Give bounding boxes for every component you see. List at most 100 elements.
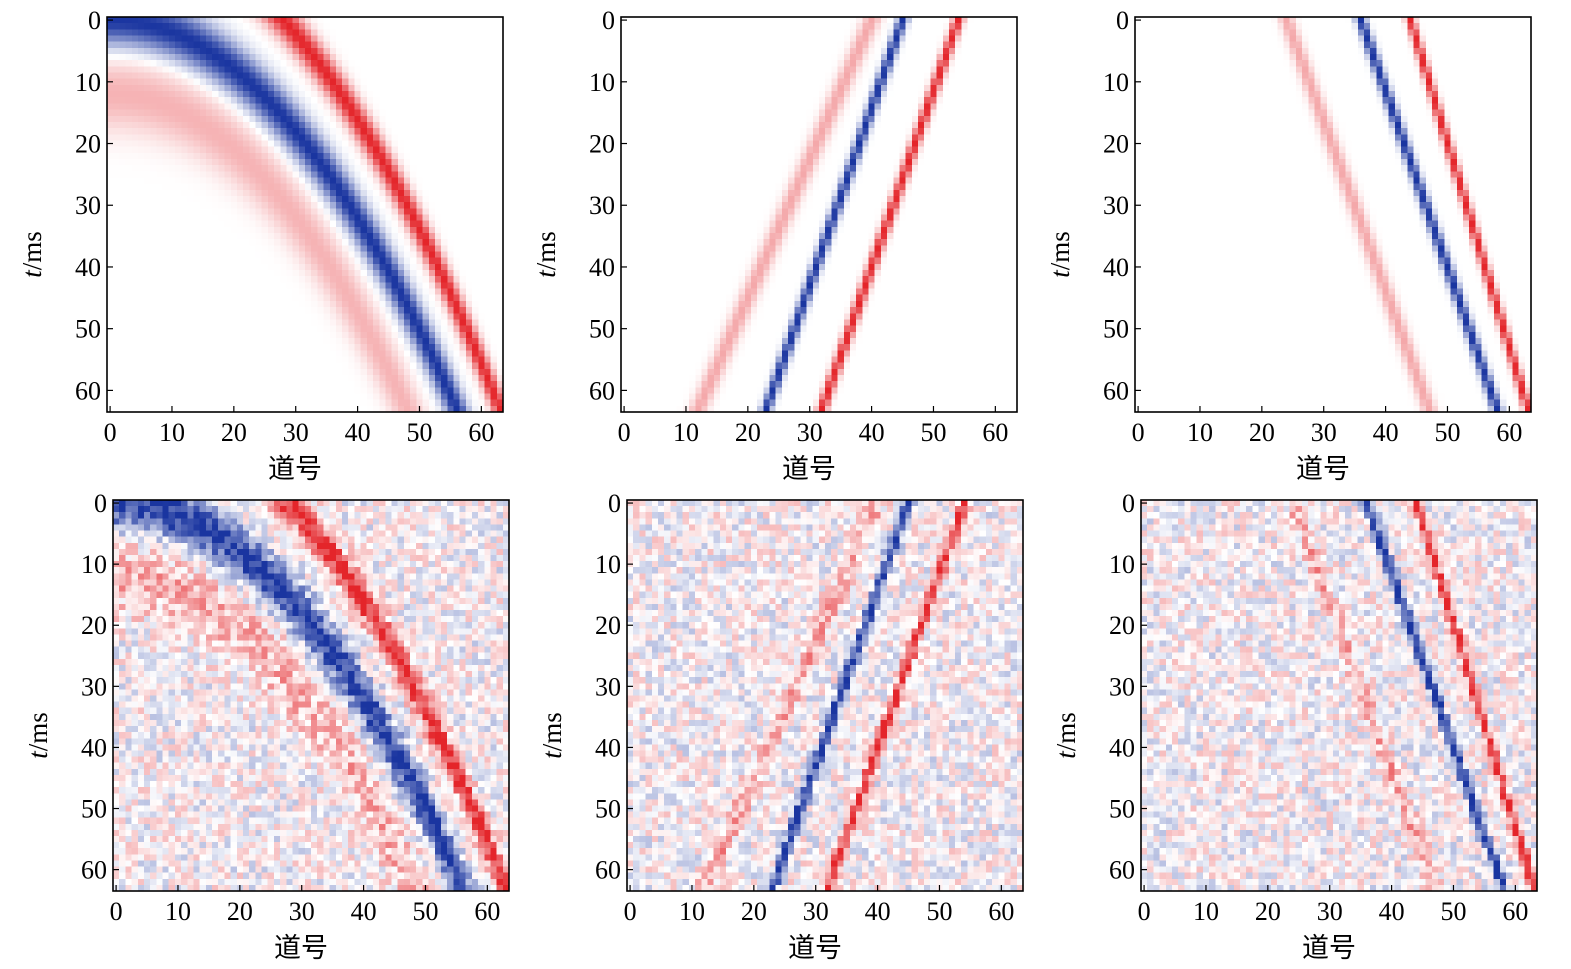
heatmap-cell (218, 97, 225, 104)
heatmap-cell (132, 202, 139, 209)
heatmap-cell (194, 147, 201, 154)
heatmap-cell (175, 381, 182, 388)
heatmap-cell (305, 319, 312, 326)
heatmap-cell (157, 202, 164, 209)
heatmap-cell (212, 171, 219, 178)
heatmap-cell (336, 42, 343, 49)
heatmap-cell (330, 85, 337, 92)
heatmap-cell (268, 221, 275, 228)
heatmap-cell (311, 208, 318, 215)
heatmap-cell (256, 134, 263, 141)
heatmap-cell (286, 400, 293, 407)
heatmap-cell (113, 91, 120, 98)
heatmap-cell (274, 190, 281, 197)
heatmap-cell (113, 54, 120, 61)
heatmap-cell (324, 23, 331, 30)
heatmap-cell (231, 258, 238, 265)
heatmap-cell (286, 128, 293, 135)
heatmap-cell (330, 326, 337, 333)
heatmap-cell (280, 295, 287, 302)
heatmap-cell (181, 153, 188, 160)
heatmap-cell (126, 227, 133, 234)
heatmap-cell (317, 307, 324, 314)
heatmap-cell (169, 208, 176, 215)
heatmap-cell (138, 128, 145, 135)
heatmap-cell (293, 338, 300, 345)
heatmap-cell (181, 91, 188, 98)
heatmap-cell (237, 66, 244, 73)
heatmap-cell (175, 54, 182, 61)
heatmap-cell (299, 295, 306, 302)
heatmap-cell (286, 356, 293, 363)
heatmap-cell (262, 326, 269, 333)
heatmap-cell (286, 282, 293, 289)
heatmap-cell (317, 338, 324, 345)
heatmap-cell (212, 184, 219, 191)
heatmap-cell (243, 208, 250, 215)
heatmap-cell (249, 400, 256, 407)
heatmap-cell (144, 17, 151, 24)
heatmap-cell (237, 60, 244, 67)
heatmap-cell (132, 208, 139, 215)
heatmap-cell (175, 159, 182, 166)
heatmap-cell (212, 177, 219, 184)
heatmap-cell (286, 344, 293, 351)
heatmap-cell (150, 282, 157, 289)
heatmap-cell (299, 326, 306, 333)
heatmap-cell (206, 363, 213, 370)
heatmap-cell (299, 227, 306, 234)
heatmap-cell (311, 332, 318, 339)
heatmap-cell (262, 276, 269, 283)
heatmap-cell (212, 208, 219, 215)
heatmap-cell (132, 375, 139, 382)
heatmap-cell (225, 295, 232, 302)
heatmap-cell (157, 17, 164, 24)
heatmap-cell (231, 245, 238, 252)
heatmap-cell (336, 202, 343, 209)
heatmap-cell (212, 85, 219, 92)
heatmap-cell (274, 307, 281, 314)
heatmap-cell (157, 215, 164, 222)
heatmap-cell (256, 147, 263, 154)
heatmap-cell (225, 202, 232, 209)
heatmap-cell (231, 79, 238, 86)
heatmap-cell (330, 165, 337, 172)
heatmap-cell (243, 171, 250, 178)
heatmap-cell (194, 54, 201, 61)
heatmap-cell (138, 363, 145, 370)
heatmap-cell (305, 227, 312, 234)
heatmap-cell (231, 128, 238, 135)
heatmap-cell (249, 140, 256, 147)
heatmap-cell (305, 387, 312, 394)
heatmap-cell (268, 332, 275, 339)
heatmap-cell (237, 270, 244, 277)
heatmap-cell (274, 73, 281, 80)
heatmap-cell (342, 97, 349, 104)
heatmap-cell (194, 165, 201, 172)
heatmap-cell (274, 147, 281, 154)
heatmap-cell (144, 326, 151, 333)
heatmap-cell (317, 79, 324, 86)
heatmap-cell (262, 350, 269, 357)
heatmap-cell (126, 400, 133, 407)
heatmap-cell (268, 313, 275, 320)
heatmap-cell (243, 258, 250, 265)
heatmap-cell (163, 295, 170, 302)
heatmap-cell (144, 42, 151, 49)
heatmap-cell (305, 215, 312, 222)
heatmap-cell (144, 319, 151, 326)
heatmap-cell (150, 85, 157, 92)
heatmap-cell (107, 103, 114, 110)
heatmap-cell (280, 85, 287, 92)
heatmap-cell (317, 400, 324, 407)
heatmap-cell (305, 29, 312, 36)
heatmap-cell (311, 239, 318, 246)
heatmap-cell (113, 227, 120, 234)
heatmap-cell (187, 270, 194, 277)
heatmap-cell (317, 147, 324, 154)
heatmap-cell (107, 381, 114, 388)
heatmap-cell (150, 79, 157, 86)
heatmap-cell (144, 91, 151, 98)
heatmap-cell (144, 344, 151, 351)
heatmap-cell (299, 190, 306, 197)
